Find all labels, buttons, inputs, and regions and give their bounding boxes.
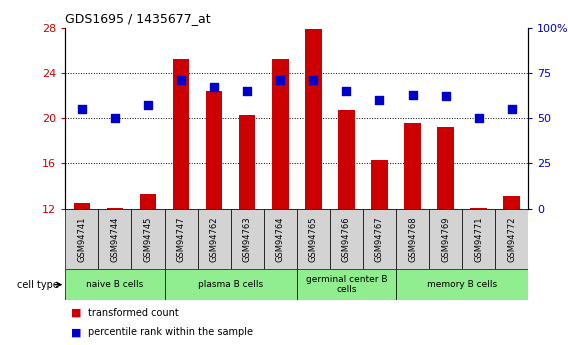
Point [507, 106, 516, 112]
Point [77, 106, 86, 112]
Bar [338, 110, 354, 209]
Bar [396, 269, 528, 300]
Text: GSM94744: GSM94744 [110, 216, 119, 262]
Point [243, 88, 252, 94]
Bar [470, 208, 487, 209]
Bar [396, 209, 429, 269]
Point [342, 88, 351, 94]
Bar [429, 209, 462, 269]
Point [210, 85, 219, 90]
Text: GSM94772: GSM94772 [507, 216, 516, 262]
Bar [65, 209, 98, 269]
Bar [165, 269, 296, 300]
Bar [363, 209, 396, 269]
Bar [503, 196, 520, 209]
Point [474, 115, 483, 121]
Text: transformed count: transformed count [88, 308, 179, 318]
Text: germinal center B
cells: germinal center B cells [306, 275, 387, 294]
Text: memory B cells: memory B cells [427, 280, 497, 289]
Bar [173, 59, 189, 209]
Point [309, 77, 318, 83]
Bar [165, 209, 198, 269]
Text: ■: ■ [71, 308, 81, 318]
Point [144, 103, 153, 108]
Text: plasma B cells: plasma B cells [198, 280, 263, 289]
Text: GDS1695 / 1435677_at: GDS1695 / 1435677_at [65, 12, 211, 25]
Point [441, 93, 450, 99]
Bar [371, 160, 388, 209]
Bar [198, 209, 231, 269]
Bar [495, 209, 528, 269]
Bar [462, 209, 495, 269]
Bar [239, 115, 256, 209]
Bar [74, 203, 90, 209]
Bar [305, 29, 321, 209]
Bar [140, 194, 156, 209]
Text: percentile rank within the sample: percentile rank within the sample [88, 327, 253, 337]
Text: cell type: cell type [18, 280, 62, 289]
Point [110, 115, 119, 121]
Text: GSM94765: GSM94765 [309, 216, 318, 262]
Text: GSM94763: GSM94763 [243, 216, 252, 262]
Text: GSM94769: GSM94769 [441, 216, 450, 262]
Bar [65, 269, 165, 300]
Bar [98, 209, 131, 269]
Text: GSM94766: GSM94766 [342, 216, 351, 262]
Text: GSM94762: GSM94762 [210, 216, 219, 262]
Text: GSM94741: GSM94741 [77, 216, 86, 262]
Text: GSM94768: GSM94768 [408, 216, 417, 262]
Text: GSM94771: GSM94771 [474, 216, 483, 262]
Text: ■: ■ [71, 327, 81, 337]
Bar [296, 209, 330, 269]
Bar [107, 208, 123, 209]
Bar [330, 209, 363, 269]
Text: GSM94767: GSM94767 [375, 216, 384, 262]
Point [177, 77, 186, 83]
Point [408, 92, 417, 97]
Point [375, 97, 384, 103]
Text: GSM94764: GSM94764 [275, 216, 285, 262]
Bar [272, 59, 289, 209]
Bar [404, 123, 421, 209]
Bar [206, 91, 223, 209]
Bar [296, 269, 396, 300]
Point [275, 77, 285, 83]
Bar [437, 127, 454, 209]
Text: GSM94745: GSM94745 [144, 216, 152, 262]
Text: GSM94747: GSM94747 [177, 216, 186, 262]
Text: naive B cells: naive B cells [86, 280, 144, 289]
Bar [231, 209, 264, 269]
Bar [131, 209, 165, 269]
Bar [264, 209, 297, 269]
